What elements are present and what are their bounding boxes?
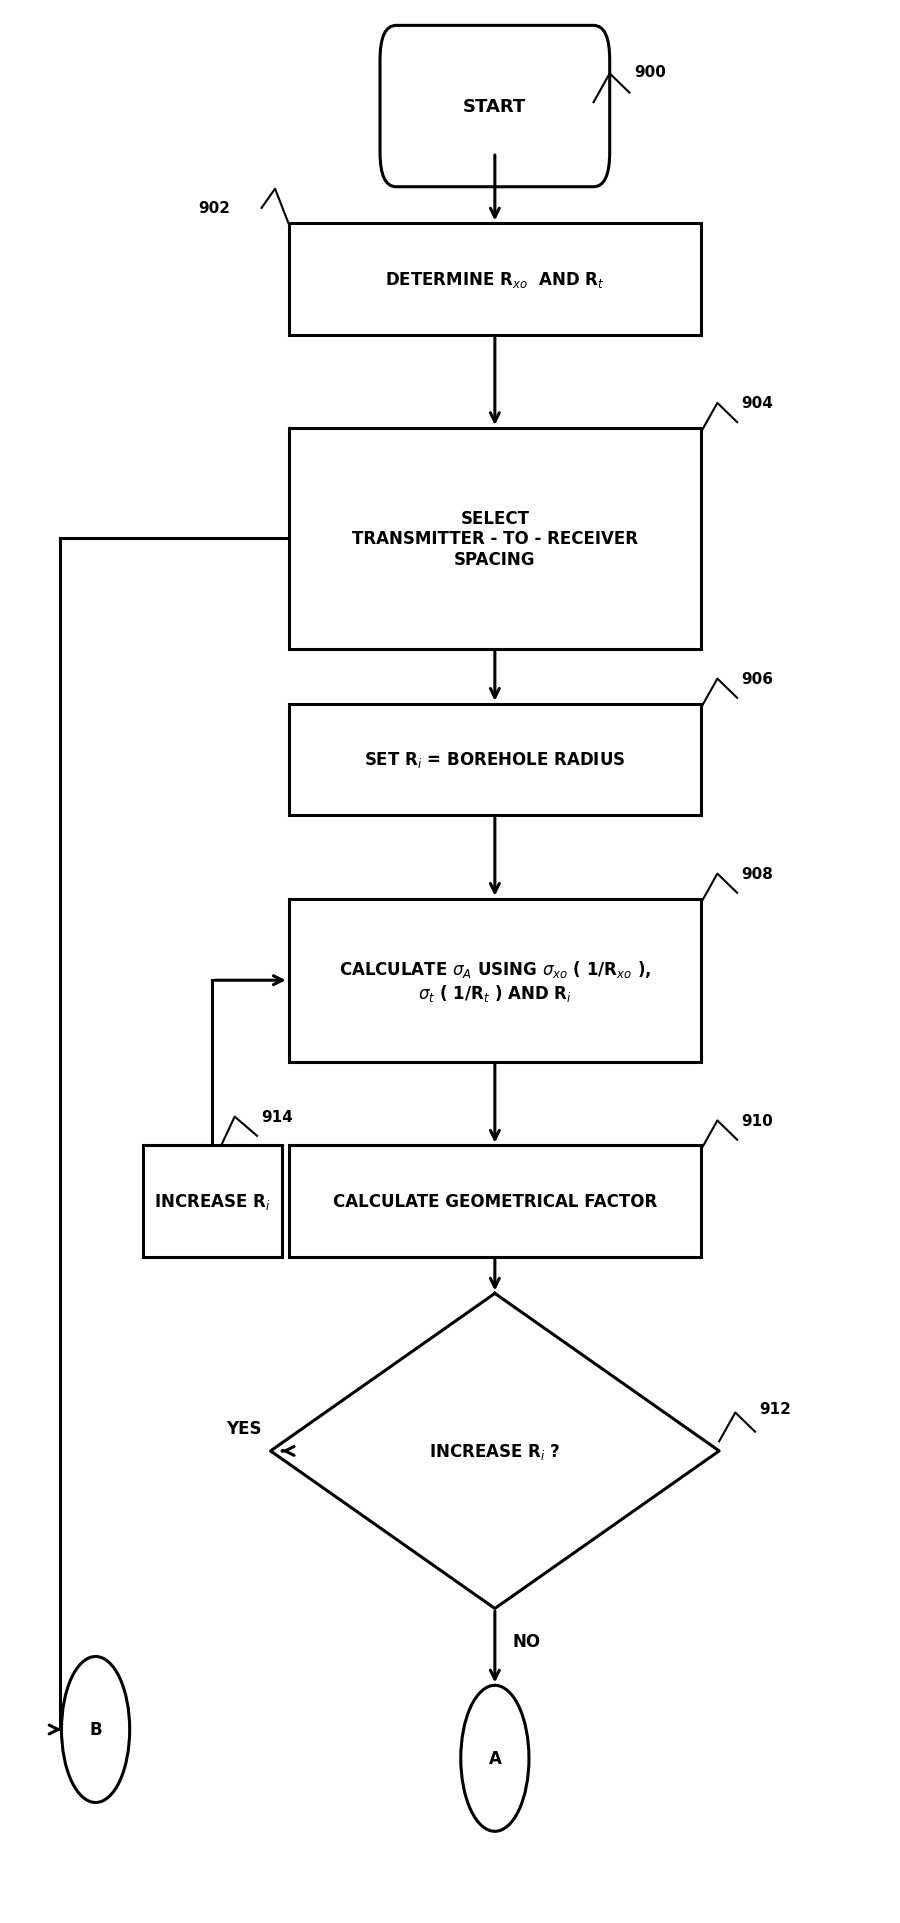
- Text: 908: 908: [742, 867, 773, 881]
- Text: YES: YES: [226, 1419, 262, 1436]
- Bar: [289, 704, 701, 815]
- Text: NO: NO: [513, 1631, 541, 1650]
- FancyBboxPatch shape: [380, 27, 609, 188]
- Bar: [289, 1146, 701, 1258]
- Text: INCREASE R$_i$: INCREASE R$_i$: [154, 1192, 271, 1211]
- Text: 912: 912: [760, 1402, 791, 1417]
- Circle shape: [61, 1656, 130, 1802]
- Text: 914: 914: [262, 1110, 293, 1125]
- Bar: [289, 225, 701, 335]
- Polygon shape: [271, 1294, 719, 1610]
- Bar: [143, 1146, 282, 1258]
- Text: CALCULATE GEOMETRICAL FACTOR: CALCULATE GEOMETRICAL FACTOR: [333, 1192, 657, 1210]
- Text: INCREASE R$_i$ ?: INCREASE R$_i$ ?: [429, 1440, 561, 1461]
- Text: 902: 902: [198, 202, 230, 215]
- Text: START: START: [464, 98, 526, 115]
- Bar: [289, 900, 701, 1061]
- Text: 900: 900: [634, 65, 666, 81]
- Text: A: A: [489, 1750, 501, 1767]
- Text: 910: 910: [742, 1113, 773, 1129]
- Text: SET R$_i$ = BOREHOLE RADIUS: SET R$_i$ = BOREHOLE RADIUS: [364, 750, 626, 769]
- Text: B: B: [89, 1721, 102, 1738]
- Bar: [289, 429, 701, 650]
- Text: SELECT
TRANSMITTER - TO - RECEIVER
SPACING: SELECT TRANSMITTER - TO - RECEIVER SPACI…: [352, 510, 638, 569]
- Circle shape: [461, 1685, 529, 1831]
- Text: DETERMINE R$_{xo}$  AND R$_t$: DETERMINE R$_{xo}$ AND R$_t$: [385, 269, 605, 290]
- Text: CALCULATE $σ_A$ USING $σ_{xo}$ ( 1/R$_{xo}$ ),
$σ_t$ ( 1/R$_t$ ) AND R$_i$: CALCULATE $σ_A$ USING $σ_{xo}$ ( 1/R$_{x…: [338, 958, 651, 1004]
- Text: 904: 904: [742, 396, 773, 412]
- Text: 906: 906: [742, 671, 774, 687]
